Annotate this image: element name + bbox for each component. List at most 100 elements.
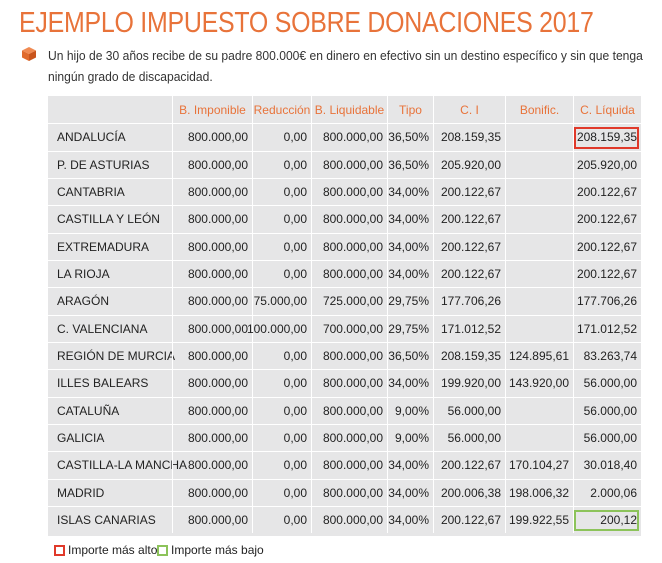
cell-tipo: 34,00% [387, 479, 433, 506]
cell-reduccion: 0,00 [252, 370, 311, 397]
cell-bonific: 143.920,00 [505, 370, 573, 397]
cell-c-i: 200.122,67 [433, 452, 505, 479]
page-title: EJEMPLO IMPUESTO SOBRE DONACIONES 2017 [19, 7, 594, 39]
cell-tipo: 36,50% [387, 342, 433, 370]
cell-b-imponible: 800.000,00 [172, 479, 252, 506]
cell-c-i: 171.012,52 [433, 315, 505, 342]
tax-table: B. Imponible Reducción B. Liquidable Tipo C.… [48, 96, 641, 536]
cell-b-liquidable: 800.000,00 [311, 342, 387, 370]
cell-reduccion: 100.000,00 [247, 315, 311, 342]
cell-region: CASTILLA Y LEÓN [57, 212, 160, 227]
cell-b-imponible: 800.000,00 [172, 424, 252, 452]
cell-b-liquidable: 800.000,00 [311, 124, 387, 151]
cell-b-liquidable: 800.000,00 [311, 370, 387, 397]
cell-reduccion: 0,00 [252, 260, 311, 288]
cell-b-imponible: 800.000,00 [172, 260, 252, 288]
cell-region: ILLES BALEARS [57, 376, 149, 391]
cell-b-imponible: 800.000,00 [172, 315, 252, 342]
cell-c-liquida: 200,12 [573, 506, 641, 534]
cell-b-liquidable: 800.000,00 [311, 206, 387, 233]
cell-tipo: 34,00% [387, 452, 433, 479]
legend-highest: Importe más alto [54, 543, 157, 557]
header-reduccion: Reducción [252, 96, 311, 124]
table-row: C. VALENCIANA 800.000,00 100.000,00 700.000… [48, 314, 641, 342]
cell-region: EXTREMADURA [57, 239, 150, 254]
cell-c-liquida: 56.000,00 [573, 397, 641, 424]
cell-b-liquidable: 800.000,00 [311, 506, 387, 534]
cell-b-imponible: 800.000,00 [172, 506, 252, 534]
cell-reduccion: 0,00 [252, 452, 311, 479]
cell-b-liquidable: 700.000,00 [311, 315, 387, 342]
cell-c-liquida: 200.122,67 [573, 206, 641, 233]
table-row: ISLAS CANARIAS 800.000,00 0,00 800.000,00 34… [48, 505, 641, 534]
cell-b-imponible: 800.000,00 [172, 397, 252, 424]
table-row: MADRID 800.000,00 0,00 800.000,00 34,00% 200.… [48, 478, 641, 506]
cell-reduccion: 0,00 [252, 178, 311, 206]
cell-c-i: 200.006,38 [433, 479, 505, 506]
cell-reduccion: 0,00 [252, 206, 311, 233]
header-tipo: Tipo [387, 96, 433, 124]
cell-tipo: 34,00% [387, 506, 433, 534]
cell-bonific [505, 178, 573, 206]
cell-tipo: 34,00% [387, 206, 433, 233]
cell-b-imponible: 800.000,00 [172, 452, 252, 479]
cell-c-i: 56.000,00 [433, 397, 505, 424]
cell-b-liquidable: 800.000,00 [311, 479, 387, 506]
cell-c-i: 200.122,67 [433, 178, 505, 206]
cell-c-i: 200.122,67 [433, 233, 505, 260]
table-row: CATALUÑA 800.000,00 0,00 800.000,00 9,00% 56.… [48, 396, 641, 424]
cell-reduccion: 0,00 [252, 479, 311, 506]
green-square-icon [157, 544, 168, 556]
cell-b-liquidable: 800.000,00 [311, 178, 387, 206]
cell-reduccion: 0,00 [252, 342, 311, 370]
cell-c-i: 177.706,26 [433, 288, 505, 315]
cell-c-i: 199.920,00 [433, 370, 505, 397]
cell-bonific [505, 424, 573, 452]
cell-tipo: 36,50% [387, 124, 433, 151]
cell-c-liquida: 56.000,00 [573, 370, 641, 397]
cell-reduccion: 0,00 [252, 124, 311, 151]
cell-b-imponible: 800.000,00 [172, 124, 252, 151]
cell-region: P. DE ASTURIAS [57, 157, 150, 172]
cell-bonific: 124.895,61 [505, 342, 573, 370]
cell-tipo: 29,75% [387, 288, 433, 315]
cell-tipo: 9,00% [387, 424, 433, 452]
cell-c-liquida: 171.012,52 [573, 315, 641, 342]
cell-b-liquidable: 800.000,00 [311, 452, 387, 479]
cell-region: GALICIA [57, 431, 105, 446]
table-row: EXTREMADURA 800.000,00 0,00 800.000,00 34,00… [48, 232, 641, 260]
cell-c-i: 200.122,67 [433, 506, 505, 534]
cell-tipo: 34,00% [387, 178, 433, 206]
cell-c-liquida: 200.122,67 [573, 260, 641, 288]
cell-b-liquidable: 725.000,00 [311, 288, 387, 315]
cell-b-liquidable: 800.000,00 [311, 424, 387, 452]
cell-bonific [505, 124, 573, 151]
cell-reduccion: 0,00 [252, 397, 311, 424]
cell-b-imponible: 800.000,00 [172, 206, 252, 233]
cell-reduccion: 0,00 [252, 233, 311, 260]
table-row: LA RIOJA 800.000,00 0,00 800.000,00 34,00% 20… [48, 259, 641, 288]
cell-c-i: 200.122,67 [433, 260, 505, 288]
cell-region: REGIÓN DE MURCIA [57, 349, 176, 364]
table-row: ARAGÓN 800.000,00 75.000,00 725.000,00 29,75… [48, 287, 641, 315]
lowest-amount-highlight [574, 509, 639, 532]
cell-c-liquida: 2.000,06 [573, 479, 641, 506]
cell-region: ISLAS CANARIAS [57, 513, 156, 528]
cell-c-i: 205.920,00 [433, 151, 505, 178]
cell-bonific [505, 260, 573, 288]
cell-c-liquida: 30.018,40 [573, 452, 641, 479]
cell-b-imponible: 800.000,00 [172, 178, 252, 206]
cell-region: ARAGÓN [57, 294, 110, 309]
table-row: CANTABRIA 800.000,00 0,00 800.000,00 34,00% 2… [48, 177, 641, 206]
highest-amount-highlight [574, 127, 639, 149]
cell-region: CASTILLA-LA MANCHA [57, 458, 188, 473]
cell-reduccion: 75.000,00 [252, 288, 311, 315]
cell-c-liquida: 208.159,35 [573, 124, 641, 151]
table-row: CASTILLA Y LEÓN 800.000,00 0,00 800.000,00 3… [48, 205, 641, 233]
cell-bonific: 170.104,27 [505, 452, 573, 479]
cell-region: LA RIOJA [57, 267, 110, 282]
cell-b-liquidable: 800.000,00 [311, 233, 387, 260]
cell-bonific: 198.006,32 [505, 479, 573, 506]
cell-reduccion: 0,00 [252, 424, 311, 452]
cell-region: C. VALENCIANA [57, 321, 148, 336]
